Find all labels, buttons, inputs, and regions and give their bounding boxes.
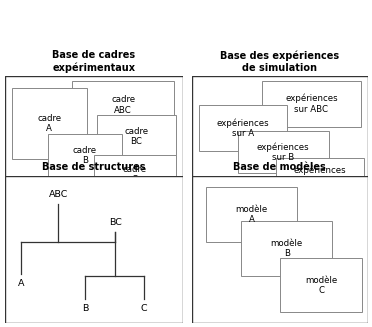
Text: Base des expériences
de simulation: Base des expériences de simulation: [220, 50, 339, 73]
Text: A: A: [17, 279, 24, 287]
Text: cadre
A: cadre A: [37, 114, 61, 133]
Text: BC: BC: [109, 218, 122, 227]
Text: B: B: [82, 303, 88, 313]
Text: cadre
ABC: cadre ABC: [111, 95, 135, 115]
Text: Base de cadres
expérimentaux: Base de cadres expérimentaux: [52, 50, 135, 73]
Bar: [12, 88, 87, 159]
Text: cadre
BC: cadre BC: [124, 127, 148, 146]
Text: Base de modèles: Base de modèles: [233, 162, 326, 172]
Text: expériences
sur A: expériences sur A: [217, 118, 269, 138]
Text: ABC: ABC: [48, 190, 68, 199]
Text: Base de structures: Base de structures: [42, 162, 145, 172]
Bar: [97, 115, 176, 158]
Bar: [276, 158, 364, 194]
Text: expériences
sur B: expériences sur B: [257, 142, 310, 162]
Text: cadre
B: cadre B: [73, 146, 97, 165]
Bar: [262, 81, 360, 127]
Bar: [199, 105, 287, 151]
Bar: [48, 134, 122, 177]
Text: expériences
sur C: expériences sur C: [294, 166, 346, 186]
Text: modèle
B: modèle B: [271, 239, 303, 258]
Text: modèle
C: modèle C: [305, 276, 337, 295]
Text: cadre
C: cadre C: [123, 165, 147, 184]
Bar: [94, 155, 176, 194]
Bar: [206, 187, 297, 242]
Bar: [241, 221, 333, 276]
Bar: [280, 258, 362, 313]
Bar: [238, 131, 329, 173]
Bar: [73, 81, 174, 134]
Text: modèle
A: modèle A: [235, 205, 268, 224]
Text: C: C: [140, 303, 147, 313]
Text: expériences
sur ABC: expériences sur ABC: [285, 94, 338, 114]
